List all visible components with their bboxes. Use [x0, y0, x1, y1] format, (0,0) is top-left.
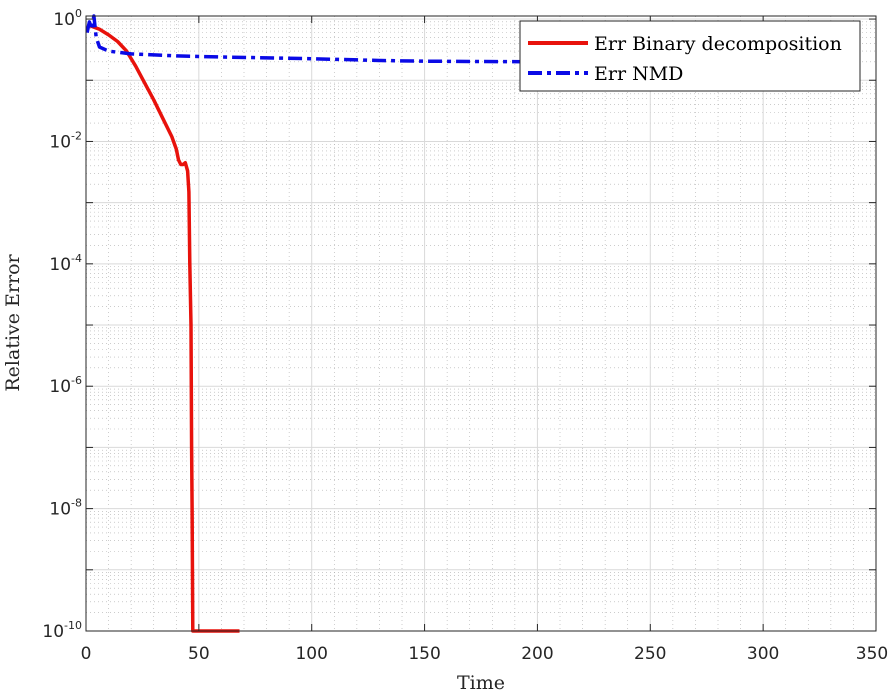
- legend-label-nmd: Err NMD: [594, 63, 683, 85]
- y-tick-label: 100: [53, 7, 82, 30]
- minor-grid: [86, 16, 876, 631]
- y-tick-exponent: -6: [71, 374, 82, 387]
- tick-marks: [85, 16, 877, 632]
- y-tick-label: 10-2: [49, 129, 82, 152]
- x-tick-label: 300: [747, 644, 779, 664]
- series-line-binary-decomposition: [86, 23, 240, 633]
- x-tick-label: 250: [634, 644, 666, 664]
- y-tick-base: 10: [49, 377, 71, 397]
- x-tick-label: 200: [521, 644, 553, 664]
- y-tick-exponent: -8: [71, 497, 82, 510]
- y-tick-label: 10-4: [49, 252, 82, 275]
- y-tick-label: 10-10: [42, 619, 82, 642]
- y-tick-base: 10: [49, 255, 71, 275]
- y-tick-base: 10: [49, 500, 71, 520]
- x-tick-labels: 0 50 100 150 200 250 300 350: [81, 644, 889, 664]
- legend: Err Binary decomposition Err NMD: [519, 20, 861, 92]
- y-tick-exponent: 0: [75, 7, 82, 20]
- y-tick-label: 10-8: [49, 497, 82, 520]
- y-tick-label: 10-6: [49, 374, 82, 397]
- y-tick-base: 10: [42, 622, 64, 642]
- x-tick-label: 150: [408, 644, 440, 664]
- x-axis-label: Time: [457, 672, 505, 692]
- x-tick-label: 350: [856, 644, 888, 664]
- legend-label-binary-decomposition: Err Binary decomposition: [594, 33, 842, 55]
- y-tick-base: 10: [49, 132, 71, 152]
- x-tick-label: 100: [295, 644, 327, 664]
- y-tick-exponent: -4: [71, 252, 82, 265]
- y-tick-exponent: -10: [64, 619, 82, 632]
- y-tick-exponent: -2: [71, 129, 82, 142]
- x-tick-label: 50: [188, 644, 210, 664]
- plot-frame: [85, 15, 877, 632]
- x-tick-label: 0: [81, 644, 92, 664]
- y-tick-base: 10: [53, 10, 75, 30]
- legend-box: [519, 20, 861, 92]
- y-axis-label: Relative Error: [2, 253, 24, 391]
- plot-area: [86, 16, 876, 631]
